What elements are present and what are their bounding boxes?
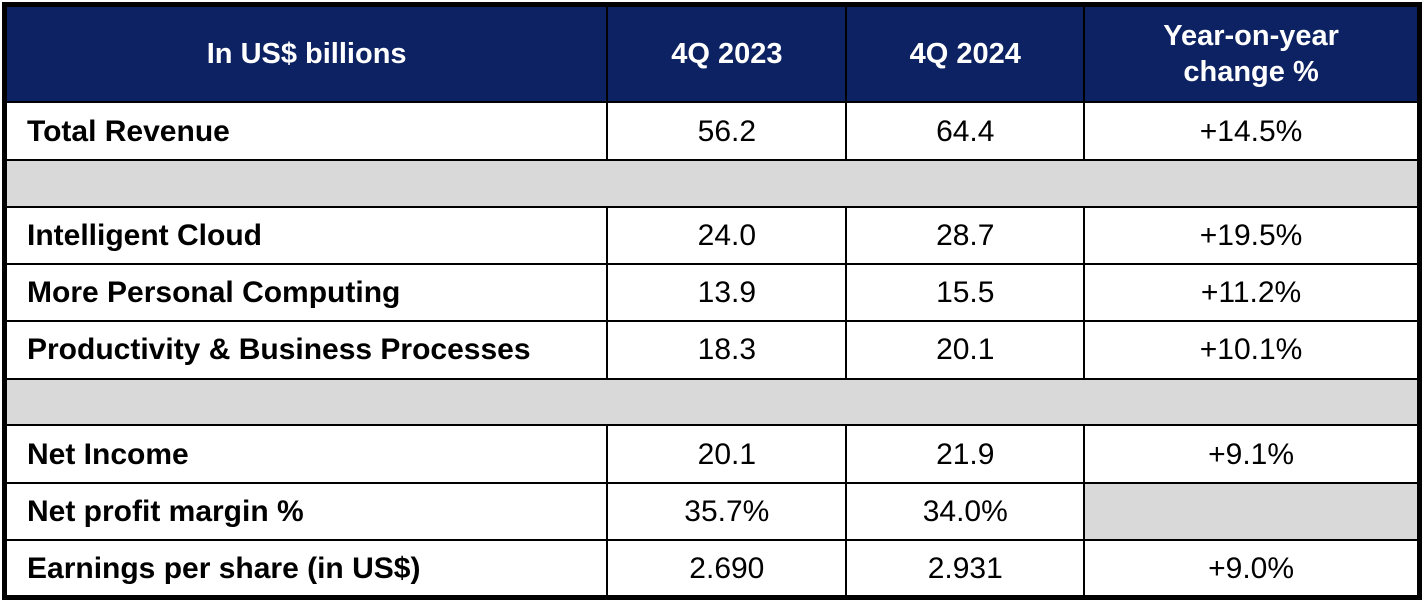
cell-yoy-change: +11.2%: [1083, 262, 1421, 323]
row-label: Total Revenue: [3, 101, 609, 161]
cell-yoy-change: +9.1%: [1083, 424, 1421, 484]
header-yoy-change: Year-on-year change %: [1083, 3, 1421, 104]
header-metric: In US$ billions: [3, 3, 609, 104]
row-label: Productivity & Business Processes: [3, 320, 609, 380]
header-4q-2023: 4Q 2023: [606, 3, 848, 104]
cell-4q-2024: 64.4: [845, 101, 1086, 161]
cell-4q-2023: 2.690: [606, 539, 848, 599]
cell-4q-2024: 28.7: [845, 205, 1086, 265]
cell-4q-2024: 21.9: [845, 424, 1086, 484]
cell-4q-2024: 2.931: [845, 539, 1086, 599]
row-label: More Personal Computing: [3, 262, 609, 323]
cell-4q-2023: 13.9: [606, 262, 848, 323]
table-row-productivity-business-processes: Productivity & Business Processes 18.3 2…: [3, 320, 1421, 380]
cell-yoy-change: +19.5%: [1083, 205, 1421, 265]
cell-yoy-change: +9.0%: [1083, 539, 1421, 599]
cell-yoy-change-empty: [1083, 481, 1421, 542]
cell-4q-2023: 56.2: [606, 101, 848, 161]
spacer-cell: [3, 158, 1421, 208]
row-label: Intelligent Cloud: [3, 205, 609, 265]
cell-4q-2023: 24.0: [606, 205, 848, 265]
table-row-total-revenue: Total Revenue 56.2 64.4 +14.5%: [3, 101, 1421, 161]
cell-4q-2024: 20.1: [845, 320, 1086, 380]
header-4q-2024: 4Q 2024: [845, 3, 1086, 104]
cell-yoy-change: +14.5%: [1083, 101, 1421, 161]
cell-4q-2023: 20.1: [606, 424, 848, 484]
table-row-intelligent-cloud: Intelligent Cloud 24.0 28.7 +19.5%: [3, 205, 1421, 265]
table-row-more-personal-computing: More Personal Computing 13.9 15.5 +11.2%: [3, 262, 1421, 323]
cell-4q-2023: 35.7%: [606, 481, 848, 542]
table-row-net-profit-margin: Net profit margin % 35.7% 34.0%: [3, 481, 1421, 542]
cell-4q-2023: 18.3: [606, 320, 848, 380]
row-label: Net Income: [3, 424, 609, 484]
spacer-row: [3, 158, 1421, 208]
table-row-earnings-per-share: Earnings per share (in US$) 2.690 2.931 …: [3, 539, 1421, 599]
spacer-row: [3, 377, 1421, 427]
cell-4q-2024: 34.0%: [845, 481, 1086, 542]
cell-4q-2024: 15.5: [845, 262, 1086, 323]
table-row-net-income: Net Income 20.1 21.9 +9.1%: [3, 424, 1421, 484]
spacer-cell: [3, 377, 1421, 427]
table-header-row: In US$ billions 4Q 2023 4Q 2024 Year-on-…: [3, 3, 1421, 104]
row-label: Net profit margin %: [3, 481, 609, 542]
cell-yoy-change: +10.1%: [1083, 320, 1421, 380]
row-label: Earnings per share (in US$): [3, 539, 609, 599]
